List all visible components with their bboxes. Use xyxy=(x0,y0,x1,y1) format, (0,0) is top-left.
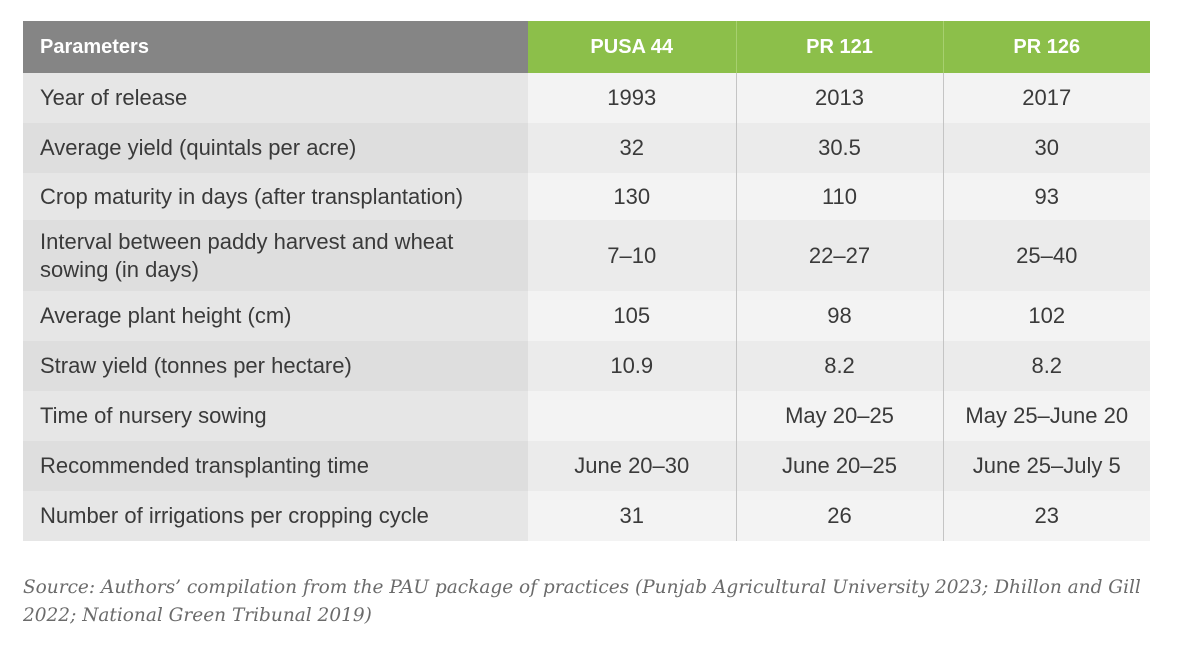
comparison-table: Parameters PUSA 44 PR 121 PR 126 Year of… xyxy=(23,21,1150,541)
table-cell: 2017 xyxy=(942,73,1150,123)
table-cell: 98 xyxy=(735,291,943,341)
table-cell: May 20–25 xyxy=(735,391,943,441)
table-cell: 30 xyxy=(942,123,1150,173)
table-cell: 105 xyxy=(528,291,736,341)
table-row: Average yield (quintals per acre) 32 30.… xyxy=(23,123,1150,173)
table-row: Year of release 1993 2013 2017 xyxy=(23,73,1150,123)
table-cell: June 25–July 5 xyxy=(942,441,1150,491)
row-label: Number of irrigations per cropping cycle xyxy=(23,491,528,541)
table-cell: 26 xyxy=(735,491,943,541)
row-label: Average plant height (cm) xyxy=(23,291,528,341)
table-row: Time of nursery sowing May 20–25 May 25–… xyxy=(23,391,1150,441)
table-cell: May 25–June 20 xyxy=(942,391,1150,441)
table-cell: 93 xyxy=(942,173,1150,220)
table-header-row: Parameters PUSA 44 PR 121 PR 126 xyxy=(23,21,1150,73)
table-cell: 102 xyxy=(942,291,1150,341)
column-header-pr-126: PR 126 xyxy=(942,21,1150,73)
row-label: Year of release xyxy=(23,73,528,123)
table-row: Straw yield (tonnes per hectare) 10.9 8.… xyxy=(23,341,1150,391)
table-cell: 7–10 xyxy=(528,220,736,291)
table-row: Recommended transplanting time June 20–3… xyxy=(23,441,1150,491)
table-cell: June 20–30 xyxy=(528,441,736,491)
table-cell: 25–40 xyxy=(942,220,1150,291)
row-label: Interval between paddy harvest and wheat… xyxy=(23,220,528,291)
row-label: Average yield (quintals per acre) xyxy=(23,123,528,173)
table-cell: 31 xyxy=(528,491,736,541)
table-cell: 130 xyxy=(528,173,736,220)
table-cell: 22–27 xyxy=(735,220,943,291)
column-header-parameters: Parameters xyxy=(23,21,528,73)
table-row: Number of irrigations per cropping cycle… xyxy=(23,491,1150,541)
table-cell xyxy=(528,391,736,441)
table-cell: 30.5 xyxy=(735,123,943,173)
row-label: Crop maturity in days (after transplanta… xyxy=(23,173,528,220)
table-row: Interval between paddy harvest and wheat… xyxy=(23,220,1150,291)
row-label: Time of nursery sowing xyxy=(23,391,528,441)
table-cell: 1993 xyxy=(528,73,736,123)
row-label: Straw yield (tonnes per hectare) xyxy=(23,341,528,391)
table-cell: June 20–25 xyxy=(735,441,943,491)
table-row: Crop maturity in days (after transplanta… xyxy=(23,173,1150,220)
table-cell: 8.2 xyxy=(942,341,1150,391)
table-cell: 2013 xyxy=(735,73,943,123)
column-header-pusa-44: PUSA 44 xyxy=(528,21,736,73)
table-cell: 110 xyxy=(735,173,943,220)
table-cell: 32 xyxy=(528,123,736,173)
column-header-pr-121: PR 121 xyxy=(735,21,943,73)
table-cell: 8.2 xyxy=(735,341,943,391)
row-label: Recommended transplanting time xyxy=(23,441,528,491)
table-row: Average plant height (cm) 105 98 102 xyxy=(23,291,1150,341)
table-cell: 23 xyxy=(942,491,1150,541)
table-cell: 10.9 xyxy=(528,341,736,391)
source-note: Source: Authors’ compilation from the PA… xyxy=(23,577,1141,626)
